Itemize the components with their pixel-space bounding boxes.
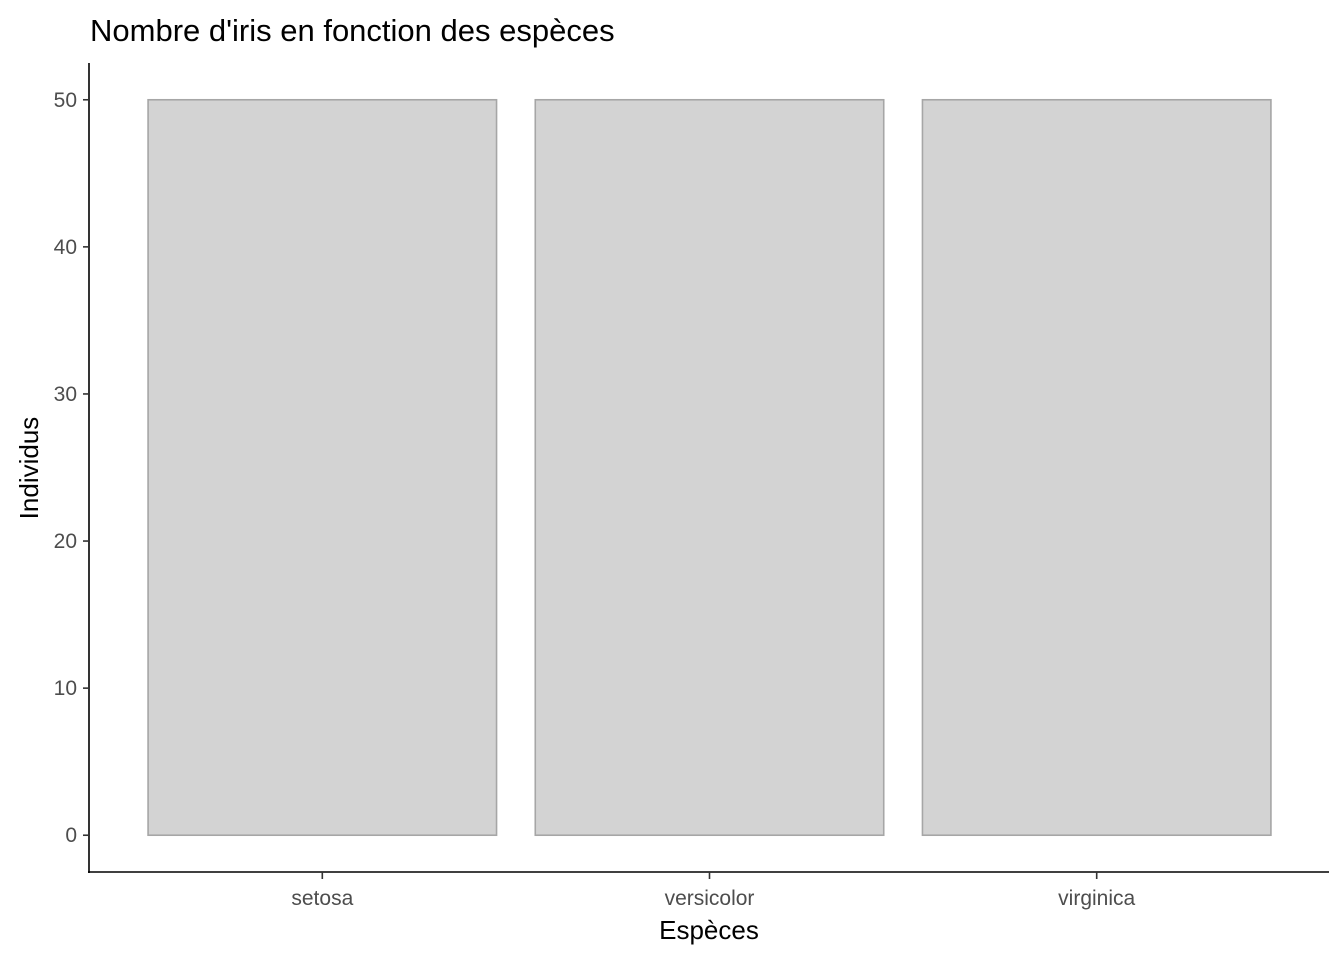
- x-tick-label-versicolor: versicolor: [665, 887, 755, 910]
- x-tick-label-virginica: virginica: [1058, 887, 1135, 910]
- bar-virginica: [921, 98, 1272, 837]
- x-axis-label: Espèces: [659, 915, 759, 945]
- y-tick-label: 20: [54, 530, 77, 553]
- y-tick-label: 10: [54, 677, 77, 700]
- bar-versicolor: [534, 98, 885, 837]
- x-tick-label-setosa: setosa: [291, 887, 353, 910]
- y-tick-label: 30: [54, 383, 77, 406]
- y-tick-label: 40: [54, 236, 77, 259]
- x-axis-ticks: setosa versicolor virginica: [291, 872, 1136, 910]
- y-axis-ticks: 0 10 20 30 40 50: [54, 89, 90, 847]
- y-tick-label: 50: [54, 89, 77, 112]
- chart-title: Nombre d'iris en fonction des espèces: [90, 13, 615, 48]
- bars-group: [147, 98, 1272, 837]
- y-tick-label: 0: [65, 824, 77, 847]
- bar-setosa: [147, 98, 498, 837]
- y-axis-label: Individus: [14, 417, 44, 520]
